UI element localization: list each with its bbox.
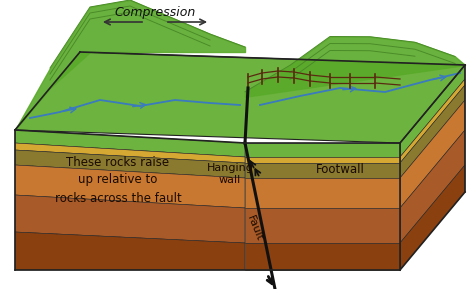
- Polygon shape: [400, 100, 465, 208]
- Text: Fault: Fault: [246, 214, 264, 242]
- Text: Hanging
wall: Hanging wall: [207, 163, 254, 186]
- Polygon shape: [245, 157, 400, 163]
- Polygon shape: [400, 65, 465, 157]
- Polygon shape: [400, 130, 465, 243]
- Polygon shape: [245, 178, 400, 208]
- Text: Footwall: Footwall: [316, 163, 365, 176]
- Text: Compression: Compression: [114, 6, 196, 19]
- Polygon shape: [400, 79, 465, 163]
- Polygon shape: [15, 165, 245, 208]
- Polygon shape: [400, 165, 465, 270]
- Polygon shape: [245, 208, 400, 243]
- Polygon shape: [15, 130, 245, 157]
- Polygon shape: [15, 195, 245, 243]
- Polygon shape: [15, 52, 465, 143]
- Polygon shape: [15, 232, 245, 270]
- Text: These rocks raise
up relative to
rocks across the fault: These rocks raise up relative to rocks a…: [55, 155, 182, 205]
- Polygon shape: [15, 150, 245, 178]
- Polygon shape: [245, 243, 400, 270]
- Polygon shape: [400, 85, 465, 178]
- Polygon shape: [245, 143, 400, 157]
- Polygon shape: [245, 163, 400, 178]
- Polygon shape: [15, 143, 245, 163]
